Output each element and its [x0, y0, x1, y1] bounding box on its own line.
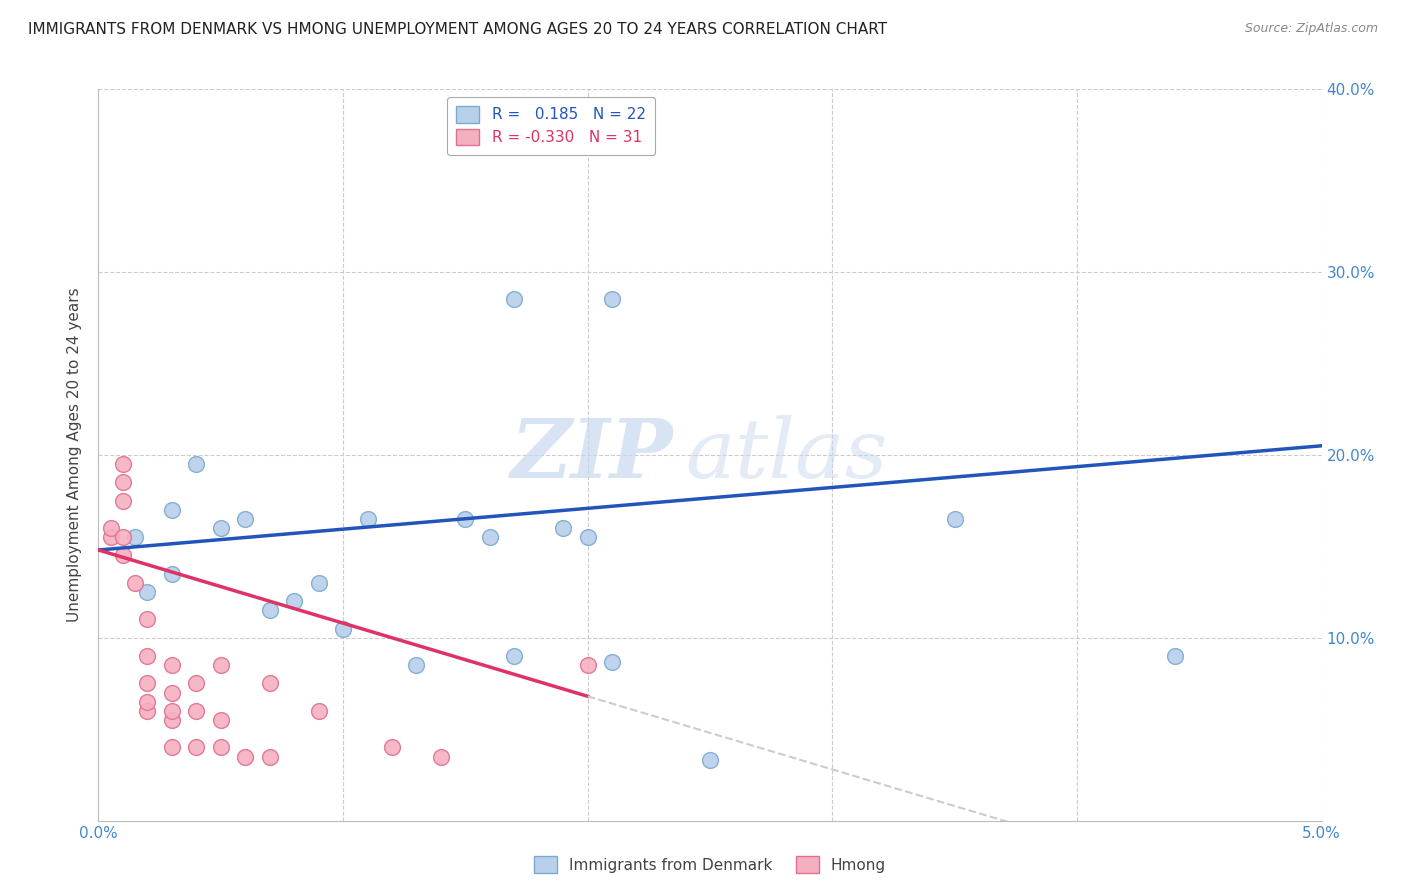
- Point: [160, 685, 183, 699]
- Point: [160, 740, 183, 755]
- Point: [356, 512, 378, 526]
- Point: [136, 695, 159, 709]
- Point: [943, 512, 966, 526]
- Point: [136, 585, 159, 599]
- Point: [186, 704, 208, 718]
- Point: [454, 512, 477, 526]
- Point: [553, 521, 575, 535]
- Point: [111, 549, 134, 563]
- Point: [160, 502, 183, 516]
- Point: [308, 576, 330, 591]
- Text: atlas: atlas: [686, 415, 889, 495]
- Text: Source: ZipAtlas.com: Source: ZipAtlas.com: [1244, 22, 1378, 36]
- Point: [136, 649, 159, 664]
- Point: [503, 649, 526, 664]
- Point: [186, 457, 208, 471]
- Point: [160, 713, 183, 727]
- Point: [259, 603, 281, 617]
- Point: [111, 475, 134, 490]
- Point: [209, 658, 232, 673]
- Point: [259, 676, 281, 690]
- Point: [600, 655, 623, 669]
- Point: [111, 493, 134, 508]
- Point: [332, 622, 354, 636]
- Point: [576, 658, 599, 673]
- Point: [136, 676, 159, 690]
- Text: IMMIGRANTS FROM DENMARK VS HMONG UNEMPLOYMENT AMONG AGES 20 TO 24 YEARS CORRELAT: IMMIGRANTS FROM DENMARK VS HMONG UNEMPLO…: [28, 22, 887, 37]
- Text: ZIP: ZIP: [510, 415, 673, 495]
- Y-axis label: Unemployment Among Ages 20 to 24 years: Unemployment Among Ages 20 to 24 years: [67, 287, 83, 623]
- Point: [209, 521, 232, 535]
- Point: [124, 576, 146, 591]
- Point: [699, 753, 721, 767]
- Point: [478, 530, 501, 544]
- Point: [209, 740, 232, 755]
- Point: [503, 293, 526, 307]
- Point: [308, 704, 330, 718]
- Point: [186, 676, 208, 690]
- Point: [160, 566, 183, 581]
- Point: [233, 512, 256, 526]
- Point: [259, 749, 281, 764]
- Point: [136, 613, 159, 627]
- Point: [600, 293, 623, 307]
- Point: [136, 704, 159, 718]
- Point: [186, 740, 208, 755]
- Legend: Immigrants from Denmark, Hmong: Immigrants from Denmark, Hmong: [529, 850, 891, 879]
- Point: [283, 594, 305, 608]
- Point: [1164, 649, 1187, 664]
- Point: [381, 740, 404, 755]
- Point: [405, 658, 427, 673]
- Point: [233, 749, 256, 764]
- Point: [160, 658, 183, 673]
- Point: [111, 457, 134, 471]
- Point: [100, 530, 122, 544]
- Point: [111, 530, 134, 544]
- Point: [209, 713, 232, 727]
- Point: [576, 530, 599, 544]
- Point: [124, 530, 146, 544]
- Point: [160, 704, 183, 718]
- Point: [100, 521, 122, 535]
- Point: [430, 749, 453, 764]
